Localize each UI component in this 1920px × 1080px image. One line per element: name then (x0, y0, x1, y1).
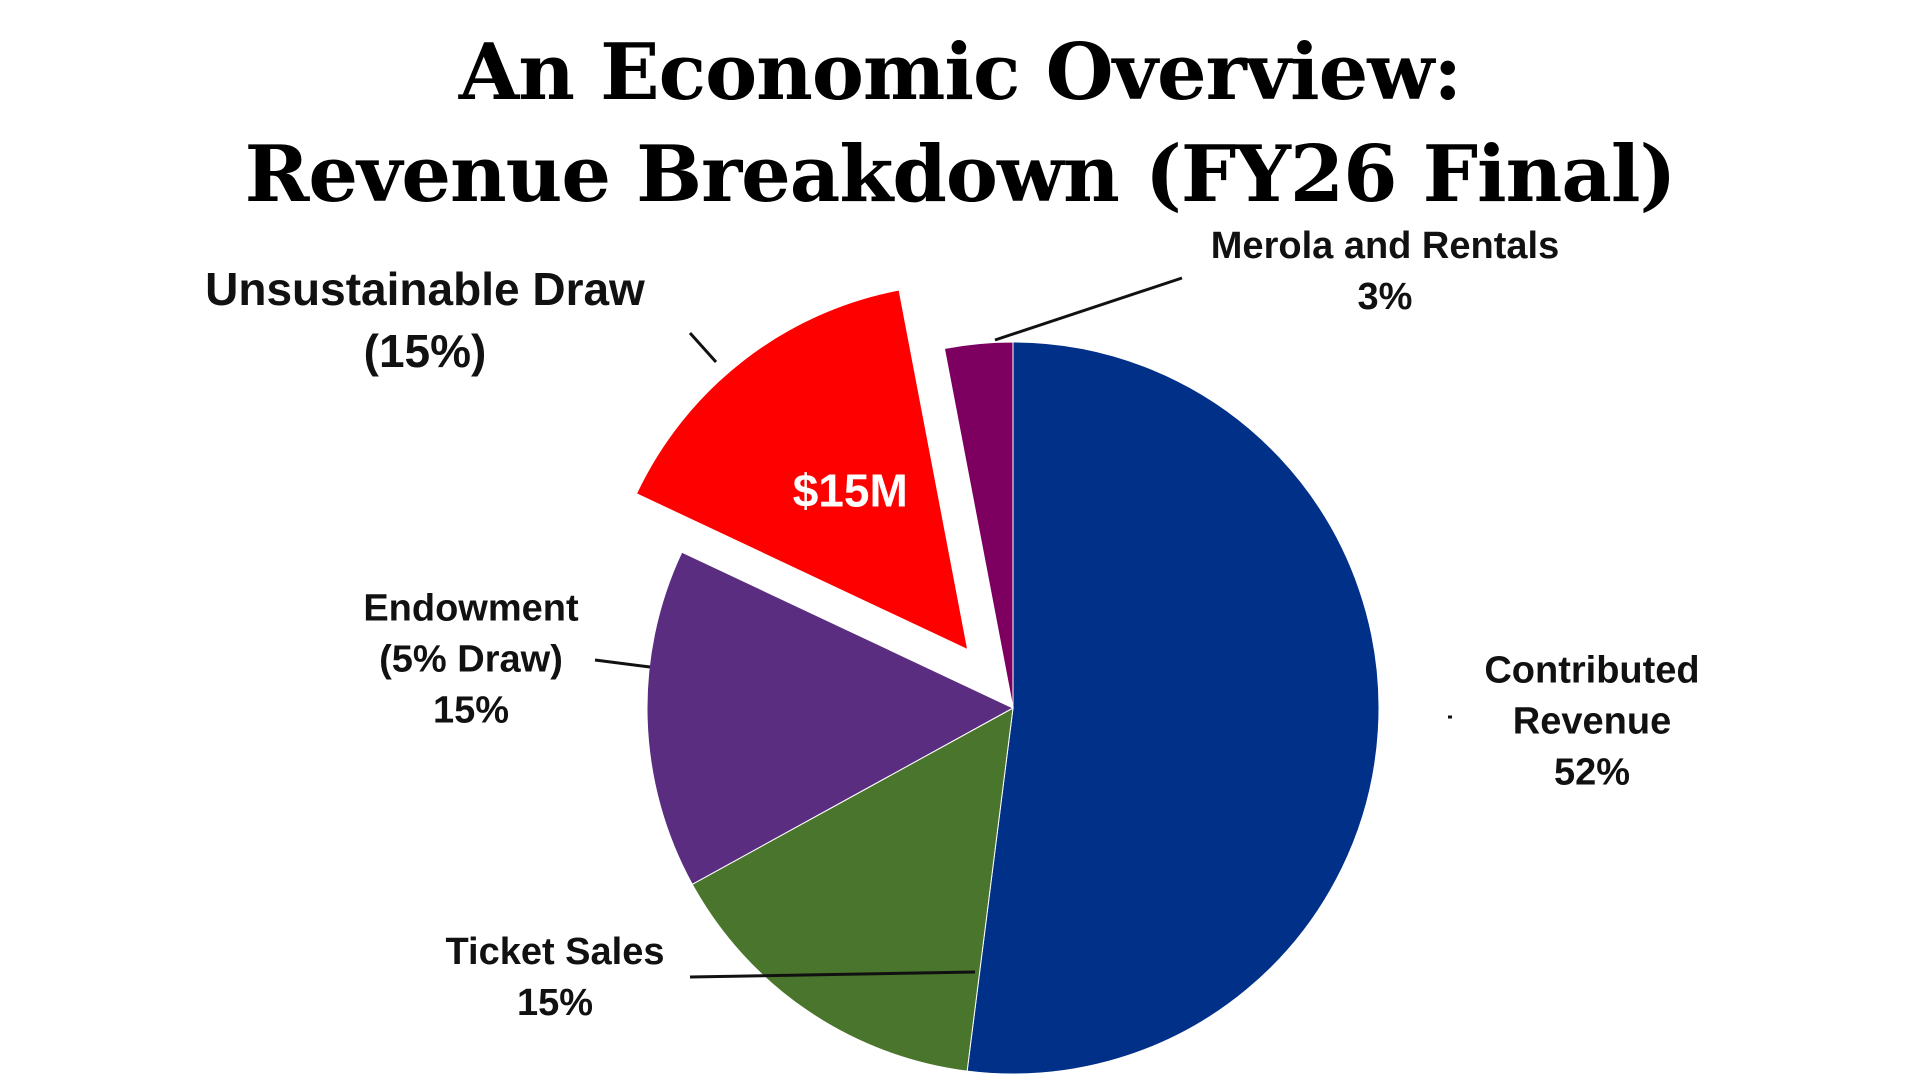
slice-label: Ticket Sales 15% (445, 931, 664, 1024)
pie-slice-contributed-revenue (966, 341, 1380, 1075)
slice-label-line: 52% (1554, 751, 1630, 793)
pie-slice-merola-and-rentals (943, 341, 1014, 709)
slice-label-line: Ticket Sales (445, 931, 664, 973)
slice-label: Merola and Rentals 3% (1211, 225, 1559, 318)
slice-label-line: Contributed (1484, 649, 1699, 691)
chart-title: An Economic Overview: Revenue Breakdown … (0, 22, 1920, 226)
leader-line (688, 331, 718, 364)
slice-label-line: Endowment (363, 587, 579, 629)
slice-label-line: Merola and Rentals (1211, 225, 1559, 267)
pie-slice-ticket-sales (691, 707, 1014, 1072)
slice-label-line: 3% (1358, 276, 1413, 318)
slice-label-line: 15% (517, 982, 593, 1024)
leader-line (689, 970, 976, 979)
leader-line (994, 276, 1183, 342)
slice-label: Endowment (5% Draw) 15% (363, 587, 579, 731)
pie-slice-unsustainable-draw (635, 289, 969, 651)
leader-line (594, 658, 651, 669)
pie-slice-endowment-5-draw (646, 551, 1015, 886)
slice-label: Unsustainable Draw (15%) (205, 263, 645, 377)
chart-title-line-1: An Economic Overview: (458, 27, 1462, 118)
slice-label-line: Revenue (1513, 700, 1671, 742)
slice-label-line: (5% Draw) (379, 638, 563, 680)
chart-title-line-2: Revenue Breakdown (FY26 Final) (244, 129, 1677, 220)
slice-label: Contributed Revenue 52% (1484, 649, 1699, 793)
pie-slice-inner-label: $15M (793, 464, 908, 516)
slice-label-line: 15% (433, 689, 509, 731)
slice-label-line: Unsustainable Draw (205, 263, 645, 315)
slice-label-line: (15%) (364, 325, 487, 377)
